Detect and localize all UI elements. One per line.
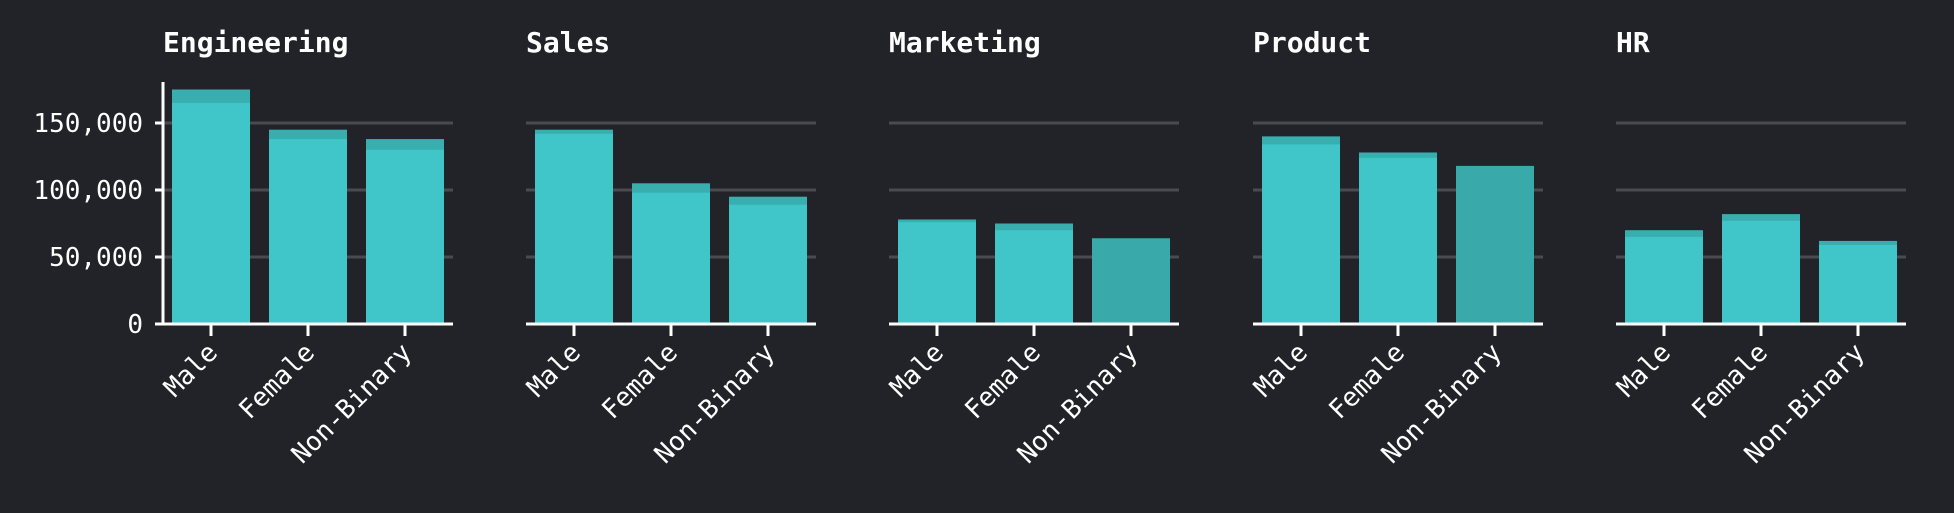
bar-male bbox=[535, 129, 613, 324]
bar-male bbox=[172, 89, 250, 324]
bar-non-binary bbox=[366, 139, 444, 324]
bar-cap-male bbox=[535, 129, 613, 134]
bar-cap-female bbox=[995, 223, 1073, 231]
panel-title: Product bbox=[1253, 26, 1371, 59]
x-tick-label: Male bbox=[521, 338, 586, 403]
bar-male bbox=[898, 219, 976, 324]
y-tick-label: 50,000 bbox=[49, 243, 143, 273]
panel-title: Sales bbox=[526, 26, 610, 59]
panel-title: Marketing bbox=[889, 26, 1041, 59]
bar-cap-female bbox=[632, 183, 710, 193]
y-tick-label: 150,000 bbox=[33, 109, 143, 139]
panel-title: Engineering bbox=[163, 26, 348, 59]
bar-non-binary bbox=[729, 196, 807, 324]
bar-cap-male bbox=[1625, 230, 1703, 237]
x-tick-label: Female bbox=[1686, 338, 1774, 426]
bar-cap-female bbox=[1722, 214, 1800, 221]
bar-female bbox=[1359, 152, 1437, 324]
x-tick-label: Male bbox=[884, 338, 949, 403]
bar-female bbox=[995, 223, 1073, 324]
bar-cap-female bbox=[1359, 152, 1437, 158]
bar-non-binary bbox=[1456, 165, 1534, 324]
bar-cap-male bbox=[898, 219, 976, 223]
y-tick-label: 100,000 bbox=[33, 176, 143, 206]
bar-non-binary bbox=[1092, 238, 1170, 324]
x-tick-label: Female bbox=[1323, 338, 1411, 426]
y-tick-label: 0 bbox=[127, 310, 143, 340]
bar-male bbox=[1262, 136, 1340, 324]
x-tick-label: Female bbox=[959, 338, 1047, 426]
bar-cap-female bbox=[269, 129, 347, 140]
x-tick-label: Female bbox=[233, 338, 321, 426]
bar-cap-male bbox=[1262, 136, 1340, 145]
bar-female bbox=[1722, 214, 1800, 324]
bar-cap-non-binary bbox=[1819, 240, 1897, 245]
x-tick-label: Female bbox=[596, 338, 684, 426]
bar-female bbox=[269, 129, 347, 324]
panel-title: HR bbox=[1616, 26, 1650, 59]
bar-cap-male bbox=[172, 89, 250, 103]
bar-female bbox=[632, 183, 710, 324]
bar-cap-non-binary bbox=[729, 196, 807, 205]
bar-cap-non-binary bbox=[366, 139, 444, 150]
x-tick-label: Male bbox=[158, 338, 223, 403]
bar-male bbox=[1625, 230, 1703, 324]
x-tick-label: Male bbox=[1248, 338, 1313, 403]
bar-non-binary bbox=[1819, 240, 1897, 324]
x-tick-label: Male bbox=[1611, 338, 1676, 403]
